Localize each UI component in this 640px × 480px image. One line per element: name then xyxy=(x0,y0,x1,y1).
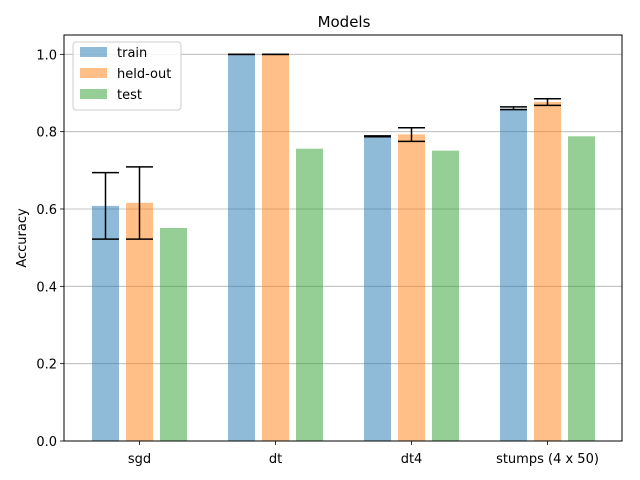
bar-held-out-sgd xyxy=(126,202,153,441)
chart-title: Models xyxy=(318,13,371,31)
legend-swatch-train xyxy=(80,47,107,57)
legend-swatch-held-out xyxy=(80,68,107,78)
y-tick-label: 0.2 xyxy=(36,358,57,373)
bar-train-sgd xyxy=(92,205,119,441)
bar-test-dt4 xyxy=(432,150,459,441)
x-tick-label: stumps (4 x 50) xyxy=(496,452,599,467)
plot-frame xyxy=(63,34,623,442)
bar-held-out-stumps (4 x 50) xyxy=(534,101,561,441)
bar-held-out-dt4 xyxy=(398,134,425,441)
bar-train-dt xyxy=(228,54,255,441)
y-tick-label: 0.8 xyxy=(36,126,57,141)
legend-swatch-test xyxy=(80,89,107,99)
x-axis: sgd dt dt4 stumps (4 x 50) xyxy=(128,441,599,467)
x-tick-label: dt xyxy=(269,452,282,467)
y-tick-label: 1.0 xyxy=(36,48,57,63)
bar-train-dt4 xyxy=(364,136,391,441)
y-tick-label: 0.4 xyxy=(36,280,57,295)
legend-label: train xyxy=(117,46,147,61)
bar-test-stumps (4 x 50) xyxy=(568,136,595,441)
bar-held-out-dt xyxy=(262,54,289,441)
legend: train held-out test xyxy=(72,41,182,111)
y-tick-label: 0.6 xyxy=(36,203,57,218)
x-tick-label: dt4 xyxy=(401,452,423,467)
bars xyxy=(92,54,595,441)
bar-train-stumps (4 x 50) xyxy=(500,108,527,441)
bar-test-dt xyxy=(296,148,323,441)
legend-label: held-out xyxy=(117,67,171,82)
bar-test-sgd xyxy=(160,227,187,441)
x-tick-label: sgd xyxy=(128,452,151,467)
y-axis-title: Accuracy xyxy=(15,208,30,268)
legend-label: test xyxy=(117,88,142,103)
y-axis: 0.0 0.2 0.4 0.6 0.8 1.0 xyxy=(36,48,64,450)
error-bars xyxy=(92,53,561,240)
y-tick-label: 0.0 xyxy=(36,435,57,450)
